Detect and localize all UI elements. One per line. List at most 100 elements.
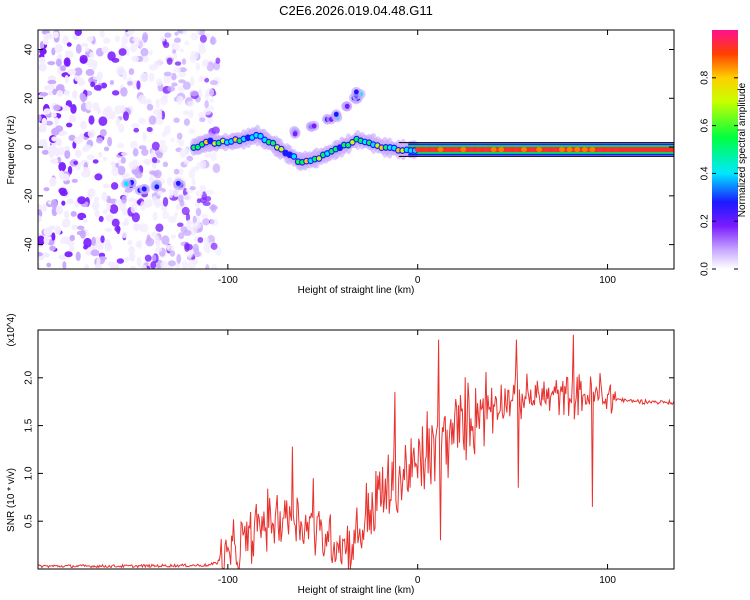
ridge-point [383, 145, 389, 150]
noise-blob [192, 243, 199, 253]
noise-blob [185, 147, 190, 156]
noise-blob [130, 140, 138, 150]
noise-blob [191, 177, 196, 186]
noise-blob [47, 79, 57, 85]
colorbar-tick-label: 0.6 [700, 118, 711, 132]
noise-blob [73, 67, 83, 76]
noise-blob [82, 167, 89, 173]
noise-blob [47, 90, 54, 96]
ridge-point [350, 140, 355, 145]
noise-blob [173, 212, 179, 218]
noise-blob [84, 264, 90, 269]
noise-blob [99, 30, 105, 38]
noise-blob [94, 173, 103, 181]
ridge-point [262, 137, 267, 143]
noise-blob [93, 102, 98, 108]
noise-blob [180, 226, 188, 233]
ridge-point [341, 142, 347, 148]
noise-blob [116, 258, 125, 264]
noise-blob [96, 107, 102, 115]
snr-y-label: SNR (10 * v/v) [6, 468, 17, 532]
noise-blob [110, 182, 119, 190]
noise-blob [169, 250, 176, 257]
noise-blob [55, 58, 62, 67]
noise-blob [64, 50, 74, 59]
noise-blob [166, 57, 173, 65]
noise-blob [189, 186, 196, 191]
noise-blob [135, 241, 141, 248]
noise-blob [153, 198, 162, 208]
x-tick-label: 0 [415, 575, 421, 586]
noise-blob [178, 168, 184, 176]
noise-blob [128, 68, 135, 75]
noise-blob [76, 225, 85, 230]
noise-blob [159, 139, 166, 145]
noise-blob [142, 32, 149, 42]
noise-blob [136, 199, 142, 205]
noise-blob [52, 31, 59, 39]
noise-blob [196, 162, 204, 169]
noise-blob [55, 44, 60, 54]
noise-blob [187, 220, 193, 225]
noise-blob [111, 218, 120, 227]
ridge-point [316, 156, 322, 161]
noise-blob [38, 114, 42, 122]
noise-blob [204, 100, 209, 109]
tail-dot [558, 147, 565, 152]
noise-blob [149, 170, 156, 175]
colorbar-tick-label: 0.0 [700, 262, 711, 276]
noise-blob [104, 242, 112, 252]
y-tick-label: 0 [24, 144, 35, 150]
ridge-point [175, 180, 181, 186]
noise-blob [205, 248, 211, 254]
noise-blob [191, 259, 198, 264]
noise-blob [174, 61, 182, 66]
noise-blob [48, 144, 57, 153]
noise-blob [107, 136, 113, 147]
noise-blob [105, 213, 114, 222]
noise-blob [117, 165, 126, 176]
noise-blob [111, 57, 120, 63]
noise-blob [211, 263, 217, 269]
noise-blob [176, 222, 184, 228]
noise-blob [210, 152, 217, 162]
noise-blob [131, 55, 140, 62]
tail-dot [429, 147, 436, 152]
noise-blob [199, 117, 206, 123]
noise-blob [130, 265, 136, 269]
noise-blob [65, 58, 71, 67]
noise-blob [153, 169, 162, 179]
noise-blob [179, 199, 185, 207]
noise-blob [178, 67, 187, 73]
noise-blob [64, 251, 73, 258]
noise-blob [121, 195, 127, 204]
noise-blob [145, 237, 155, 247]
noise-blob [163, 71, 172, 77]
ridge-point [408, 148, 414, 153]
noise-blob [152, 108, 161, 116]
noise-blob [94, 210, 100, 218]
noise-blob [203, 58, 209, 68]
noise-blob [210, 242, 218, 250]
colorbar-tick-label: 0.2 [700, 214, 711, 228]
noise-blob [173, 67, 181, 73]
noise-blob [142, 55, 150, 63]
noise-blob [192, 221, 202, 230]
noise-blob [61, 200, 66, 206]
tail-dot [543, 147, 550, 152]
noise-blob [80, 120, 87, 130]
spectrogram-panel: -100 0 100 -40 -20 0 20 40 Height of straight l… [6, 29, 675, 296]
noise-blob [43, 187, 50, 192]
noise-blob [202, 218, 210, 226]
noise-blob [70, 211, 77, 217]
noise-blob [145, 98, 153, 106]
noise-blob [83, 237, 92, 248]
noise-blob [63, 210, 70, 219]
ridge-point [333, 111, 339, 117]
y-tick-label: 1.5 [24, 418, 35, 432]
noise-blob [188, 128, 196, 135]
noise-blob [87, 188, 96, 198]
noise-blob [101, 45, 109, 54]
noise-blob [173, 52, 178, 60]
noise-blob [203, 108, 212, 116]
